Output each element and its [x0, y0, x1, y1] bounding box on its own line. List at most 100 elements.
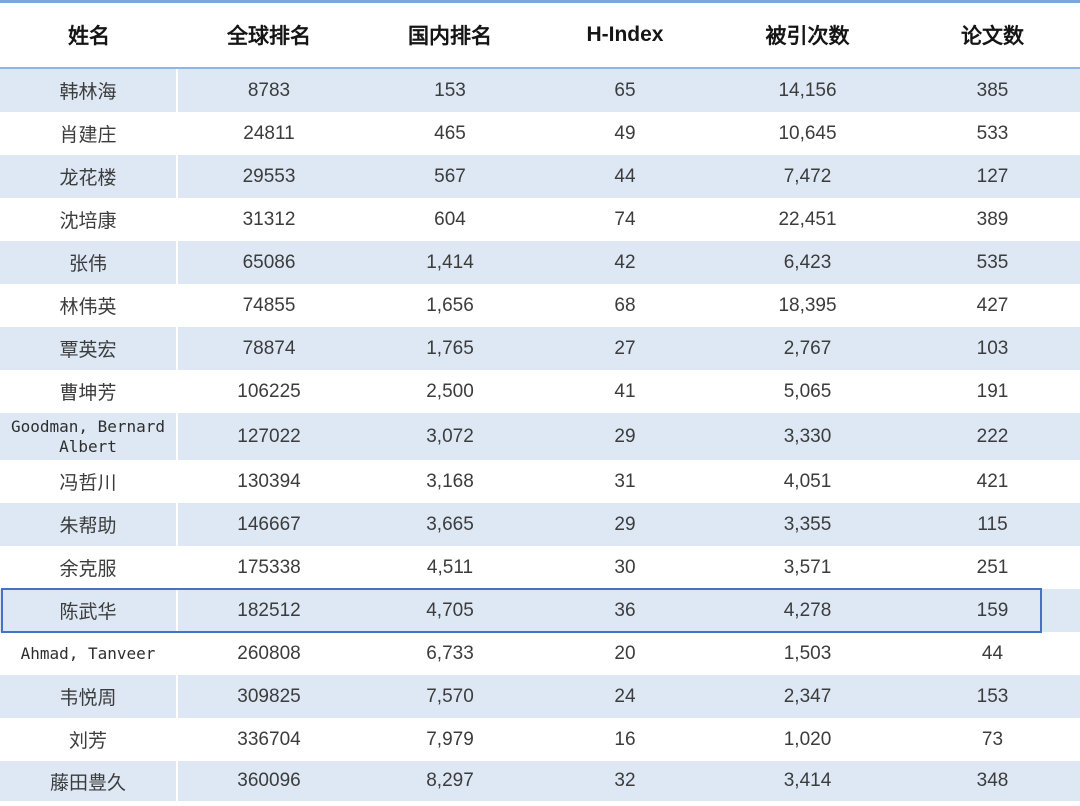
- cell-name[interactable]: 朱帮助: [0, 503, 178, 546]
- cell-global-rank[interactable]: 182512: [178, 589, 360, 632]
- cell-citations[interactable]: 7,472: [710, 155, 905, 198]
- table-row[interactable]: 朱帮助 146667 3,665 29 3,355 115: [0, 503, 1080, 546]
- cell-papers[interactable]: 427: [976, 294, 1009, 316]
- cell-h-index[interactable]: 32: [540, 761, 710, 801]
- cell-global-rank[interactable]: 74855: [242, 294, 296, 316]
- cell-h-index[interactable]: 65: [540, 69, 710, 112]
- cell-name[interactable]: 张伟: [0, 241, 178, 284]
- cell-name[interactable]: 藤田豊久: [0, 761, 178, 801]
- table-row[interactable]: 冯哲川 130394 3,168 31 4,051 421: [0, 460, 1080, 503]
- cell-domestic-rank[interactable]: 567: [360, 155, 540, 198]
- cell-global-rank[interactable]: 175338: [237, 556, 301, 578]
- cell-domestic-rank[interactable]: 604: [434, 208, 466, 230]
- cell-citations[interactable]: 3,571: [783, 556, 832, 578]
- cell-domestic-rank[interactable]: 3,072: [360, 413, 540, 460]
- cell-global-rank[interactable]: 29553: [178, 155, 360, 198]
- cell-papers[interactable]: 421: [976, 470, 1009, 492]
- cell-citations[interactable]: 14,156: [710, 69, 905, 112]
- table-row[interactable]: Ahmad, Tanveer 260808 6,733 20 1,503 44: [0, 632, 1080, 675]
- table-row[interactable]: 曹坤芳 106225 2,500 41 5,065 191: [0, 370, 1080, 413]
- cell-global-rank[interactable]: 24811: [243, 122, 295, 144]
- cell-citations[interactable]: 1,020: [783, 728, 832, 750]
- cell-domestic-rank[interactable]: 4,511: [426, 556, 474, 578]
- cell-papers[interactable]: 533: [976, 122, 1009, 144]
- cell-papers[interactable]: 222: [905, 413, 1080, 460]
- cell-global-rank[interactable]: 146667: [178, 503, 360, 546]
- cell-name[interactable]: 韩林海: [0, 69, 178, 112]
- cell-global-rank[interactable]: 106225: [237, 380, 301, 402]
- cell-h-index[interactable]: 29: [540, 503, 710, 546]
- cell-global-rank[interactable]: 31312: [242, 208, 296, 230]
- cell-global-rank[interactable]: 360096: [178, 761, 360, 801]
- cell-domestic-rank[interactable]: 1,765: [360, 327, 540, 370]
- cell-h-index[interactable]: 27: [540, 327, 710, 370]
- table-row[interactable]: 余克服 175338 4,511 30 3,571 251: [0, 546, 1080, 589]
- cell-papers[interactable]: 251: [976, 556, 1009, 578]
- cell-h-index[interactable]: 20: [614, 642, 636, 664]
- cell-name[interactable]: 林伟英: [0, 284, 178, 327]
- cell-domestic-rank[interactable]: 1,656: [426, 294, 474, 316]
- table-row[interactable]: 覃英宏 78874 1,765 27 2,767 103: [0, 327, 1080, 370]
- cell-papers[interactable]: 153: [905, 675, 1080, 718]
- cell-global-rank[interactable]: 78874: [178, 327, 360, 370]
- cell-papers[interactable]: 389: [976, 208, 1009, 230]
- cell-h-index[interactable]: 74: [614, 208, 636, 230]
- cell-global-rank[interactable]: 260808: [237, 642, 301, 664]
- cell-papers[interactable]: 348: [905, 761, 1080, 801]
- cell-domestic-rank[interactable]: 153: [360, 69, 540, 112]
- table-row[interactable]: 沈培康 31312 604 74 22,451 389: [0, 198, 1080, 241]
- cell-citations[interactable]: 5,065: [783, 380, 832, 402]
- table-row[interactable]: Goodman, Bernard Albert 127022 3,072 29 3,33…: [0, 413, 1080, 460]
- cell-citations[interactable]: 18,395: [778, 294, 837, 316]
- cell-name[interactable]: 陈武华: [0, 589, 178, 632]
- cell-domestic-rank[interactable]: 3,665: [360, 503, 540, 546]
- cell-citations[interactable]: 10,645: [778, 122, 837, 144]
- cell-citations[interactable]: 2,347: [710, 675, 905, 718]
- table-row[interactable]: 陈武华 182512 4,705 36 4,278 159: [0, 589, 1080, 632]
- cell-citations[interactable]: 1,503: [783, 642, 832, 664]
- cell-global-rank[interactable]: 8783: [178, 69, 360, 112]
- cell-citations[interactable]: 2,767: [710, 327, 905, 370]
- table-row[interactable]: 林伟英 74855 1,656 68 18,395 427: [0, 284, 1080, 327]
- table-row[interactable]: 韦悦周 309825 7,570 24 2,347 153: [0, 675, 1080, 718]
- cell-name[interactable]: 刘芳: [0, 718, 178, 761]
- table-row[interactable]: 张伟 65086 1,414 42 6,423 535: [0, 241, 1080, 284]
- cell-citations[interactable]: 22,451: [778, 208, 837, 230]
- cell-h-index[interactable]: 68: [614, 294, 636, 316]
- cell-domestic-rank[interactable]: 2,500: [426, 380, 474, 402]
- cell-h-index[interactable]: 49: [614, 122, 636, 144]
- cell-papers[interactable]: 535: [905, 241, 1080, 284]
- cell-citations[interactable]: 4,051: [783, 470, 832, 492]
- cell-name[interactable]: 肖建庄: [0, 112, 178, 155]
- cell-h-index[interactable]: 24: [540, 675, 710, 718]
- cell-h-index[interactable]: 31: [614, 470, 636, 492]
- table-row[interactable]: 韩林海 8783 153 65 14,156 385: [0, 69, 1080, 112]
- cell-name[interactable]: 余克服: [0, 546, 178, 589]
- cell-name[interactable]: 韦悦周: [0, 675, 178, 718]
- cell-papers[interactable]: 385: [905, 69, 1080, 112]
- cell-papers[interactable]: 191: [976, 380, 1009, 402]
- cell-h-index[interactable]: 41: [614, 380, 636, 402]
- cell-papers[interactable]: 73: [981, 728, 1004, 750]
- cell-h-index[interactable]: 42: [540, 241, 710, 284]
- cell-h-index[interactable]: 16: [614, 728, 636, 750]
- table-row[interactable]: 龙花楼 29553 567 44 7,472 127: [0, 155, 1080, 198]
- cell-citations[interactable]: 3,414: [710, 761, 905, 801]
- cell-h-index[interactable]: 29: [540, 413, 710, 460]
- table-row[interactable]: 肖建庄 24811 465 49 10,645 533: [0, 112, 1080, 155]
- cell-h-index[interactable]: 44: [540, 155, 710, 198]
- cell-domestic-rank[interactable]: 1,414: [360, 241, 540, 284]
- cell-name[interactable]: 覃英宏: [0, 327, 178, 370]
- table-row[interactable]: 刘芳 336704 7,979 16 1,020 73: [0, 718, 1080, 761]
- cell-name[interactable]: 龙花楼: [0, 155, 178, 198]
- cell-citations[interactable]: 4,278: [710, 589, 905, 632]
- cell-citations[interactable]: 6,423: [710, 241, 905, 284]
- cell-name[interactable]: Ahmad, Tanveer: [0, 632, 178, 675]
- cell-papers[interactable]: 127: [905, 155, 1080, 198]
- cell-name[interactable]: 沈培康: [0, 198, 178, 241]
- cell-global-rank[interactable]: 130394: [237, 470, 301, 492]
- cell-name[interactable]: Goodman, Bernard Albert: [0, 413, 178, 460]
- cell-papers[interactable]: 115: [905, 503, 1080, 546]
- cell-domestic-rank[interactable]: 4,705: [360, 589, 540, 632]
- cell-h-index[interactable]: 36: [540, 589, 710, 632]
